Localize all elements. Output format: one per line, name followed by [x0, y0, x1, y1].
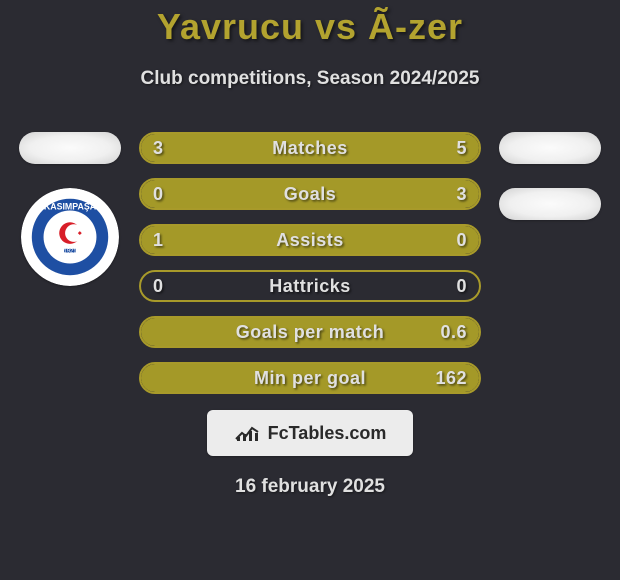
- stat-bar: 10Assists: [139, 224, 481, 256]
- stat-label: Goals: [141, 180, 479, 208]
- stat-label: Matches: [141, 134, 479, 162]
- page-title: Yavrucu vs Ã-zer: [157, 6, 463, 48]
- left-club-badge: KASIMPAŞA 1921: [21, 188, 119, 286]
- stat-bar: 00Hattricks: [139, 270, 481, 302]
- left-player-avatar: [19, 132, 121, 164]
- brand-badge: FcTables.com: [207, 410, 413, 456]
- page-subtitle: Club competitions, Season 2024/2025: [141, 68, 480, 90]
- stat-bar: 35Matches: [139, 132, 481, 164]
- right-player-avatar: [499, 132, 601, 164]
- infographic: Yavrucu vs Ã-zer Club competitions, Seas…: [0, 0, 620, 580]
- right-player-col: [499, 132, 601, 394]
- left-player-col: KASIMPAŞA 1921: [19, 132, 121, 394]
- stat-bars: 35Matches 03Goals 10Assists 00Hattricks 0.6G…: [139, 132, 481, 394]
- kasimpasa-icon: KASIMPAŞA 1921: [21, 188, 119, 286]
- mid-section: KASIMPAŞA 1921 35Matches 03Goals 10Assists…: [0, 132, 620, 394]
- stat-label: Hattricks: [141, 272, 479, 300]
- svg-text:KASIMPAŞA: KASIMPAŞA: [44, 202, 97, 212]
- brand-text: FcTables.com: [268, 423, 387, 444]
- stat-label: Min per goal: [141, 364, 479, 392]
- fctables-icon: [234, 423, 262, 443]
- stat-bar: 162Min per goal: [139, 362, 481, 394]
- stat-bar: 03Goals: [139, 178, 481, 210]
- svg-text:1921: 1921: [63, 249, 76, 255]
- stat-bar: 0.6Goals per match: [139, 316, 481, 348]
- date-text: 16 february 2025: [235, 476, 385, 498]
- stat-label: Assists: [141, 226, 479, 254]
- right-club-badge: [499, 188, 601, 220]
- stat-label: Goals per match: [141, 318, 479, 346]
